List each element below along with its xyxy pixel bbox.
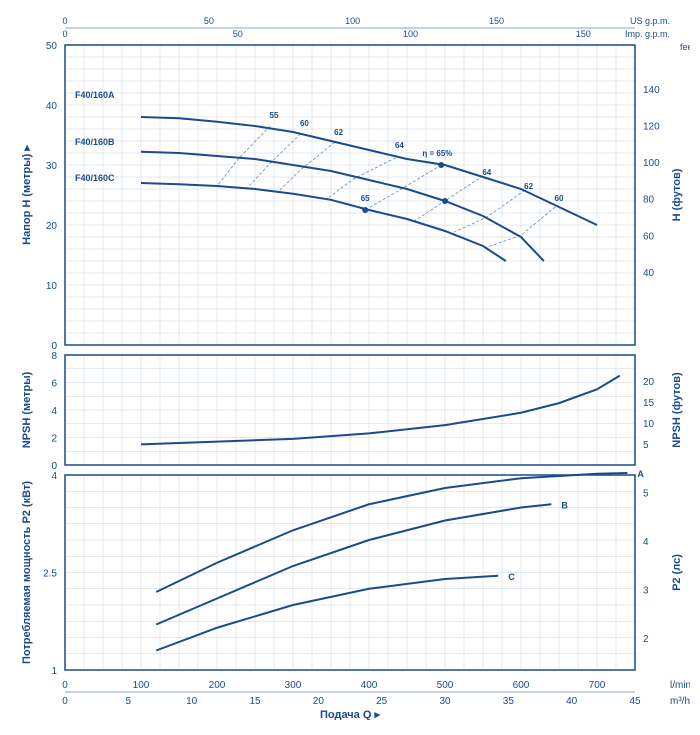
svg-text:30: 30 [439,696,451,707]
svg-text:45: 45 [629,696,641,707]
svg-text:200: 200 [209,680,226,691]
svg-text:60: 60 [555,194,564,203]
svg-text:64: 64 [482,168,491,177]
svg-text:40: 40 [566,696,578,707]
svg-text:35: 35 [503,696,515,707]
svg-text:C: C [508,572,515,582]
svg-text:2: 2 [51,434,57,445]
svg-text:65: 65 [361,194,370,203]
svg-text:B: B [561,500,568,510]
svg-text:30: 30 [46,161,58,172]
svg-text:m³/h: m³/h [670,696,690,707]
svg-text:4: 4 [643,537,649,548]
svg-text:600: 600 [513,680,530,691]
svg-text:60: 60 [643,231,655,242]
svg-text:20: 20 [313,696,325,707]
svg-text:20: 20 [643,377,655,388]
svg-text:40: 40 [46,101,58,112]
svg-text:l/min: l/min [670,680,690,691]
svg-text:50: 50 [233,29,243,39]
svg-text:15: 15 [643,398,655,409]
svg-text:100: 100 [133,680,150,691]
svg-text:60: 60 [300,119,309,128]
svg-text:A: A [637,469,644,479]
svg-text:62: 62 [334,128,343,137]
svg-text:40: 40 [643,268,655,279]
svg-text:NPSH (метры): NPSH (метры) [21,371,33,448]
pump-curve-chart: 01020304050406080100120140050100150US g.… [10,10,690,725]
svg-text:500: 500 [437,680,454,691]
svg-text:F40/160A: F40/160A [75,90,115,100]
svg-text:100: 100 [403,29,418,39]
svg-text:5: 5 [126,696,132,707]
svg-text:150: 150 [576,29,591,39]
svg-text:15: 15 [249,696,261,707]
svg-text:300: 300 [285,680,302,691]
svg-text:140: 140 [643,85,660,96]
svg-text:0: 0 [62,29,67,39]
svg-text:P2 (лс): P2 (лс) [671,554,683,591]
svg-text:F40/160C: F40/160C [75,173,115,183]
svg-text:55: 55 [270,111,279,120]
svg-text:20: 20 [46,221,58,232]
svg-text:3: 3 [643,586,649,597]
svg-text:5: 5 [643,489,649,500]
svg-text:4: 4 [51,406,57,417]
svg-text:10: 10 [186,696,198,707]
svg-text:120: 120 [643,122,660,133]
svg-text:100: 100 [643,158,660,169]
svg-text:Потребляемая мощность P2 (кВт): Потребляемая мощность P2 (кВт) [21,481,33,664]
svg-text:0: 0 [62,16,67,26]
svg-text:1: 1 [51,666,57,677]
svg-text:Напор H (метры) ▸: Напор H (метры) ▸ [21,145,33,245]
svg-text:0: 0 [62,696,68,707]
svg-text:50: 50 [46,41,58,52]
svg-text:5: 5 [643,440,649,451]
svg-text:25: 25 [376,696,388,707]
svg-text:64: 64 [395,141,404,150]
svg-text:62: 62 [524,182,533,191]
chart-svg: 01020304050406080100120140050100150US g.… [10,10,690,720]
svg-text:2: 2 [643,634,649,645]
svg-text:6: 6 [51,379,57,390]
svg-text:F40/160B: F40/160B [75,137,115,147]
svg-text:10: 10 [643,419,655,430]
svg-text:400: 400 [361,680,378,691]
svg-text:Imp. g.p.m.: Imp. g.p.m. [625,29,670,39]
svg-text:US g.p.m.: US g.p.m. [630,16,670,26]
svg-text:150: 150 [489,16,504,26]
svg-text:10: 10 [46,281,58,292]
svg-text:η = 65%: η = 65% [422,149,452,158]
svg-text:0: 0 [62,680,68,691]
svg-text:80: 80 [643,195,655,206]
svg-text:H (футов): H (футов) [671,168,683,221]
svg-text:700: 700 [589,680,606,691]
svg-text:NPSH (футов): NPSH (футов) [671,372,683,448]
svg-text:100: 100 [345,16,360,26]
svg-text:4: 4 [51,471,57,482]
svg-text:feet: feet [680,42,690,52]
svg-text:50: 50 [204,16,214,26]
svg-text:8: 8 [51,351,57,362]
svg-text:Подача Q ▸: Подача Q ▸ [320,709,380,720]
svg-text:2.5: 2.5 [43,569,57,580]
